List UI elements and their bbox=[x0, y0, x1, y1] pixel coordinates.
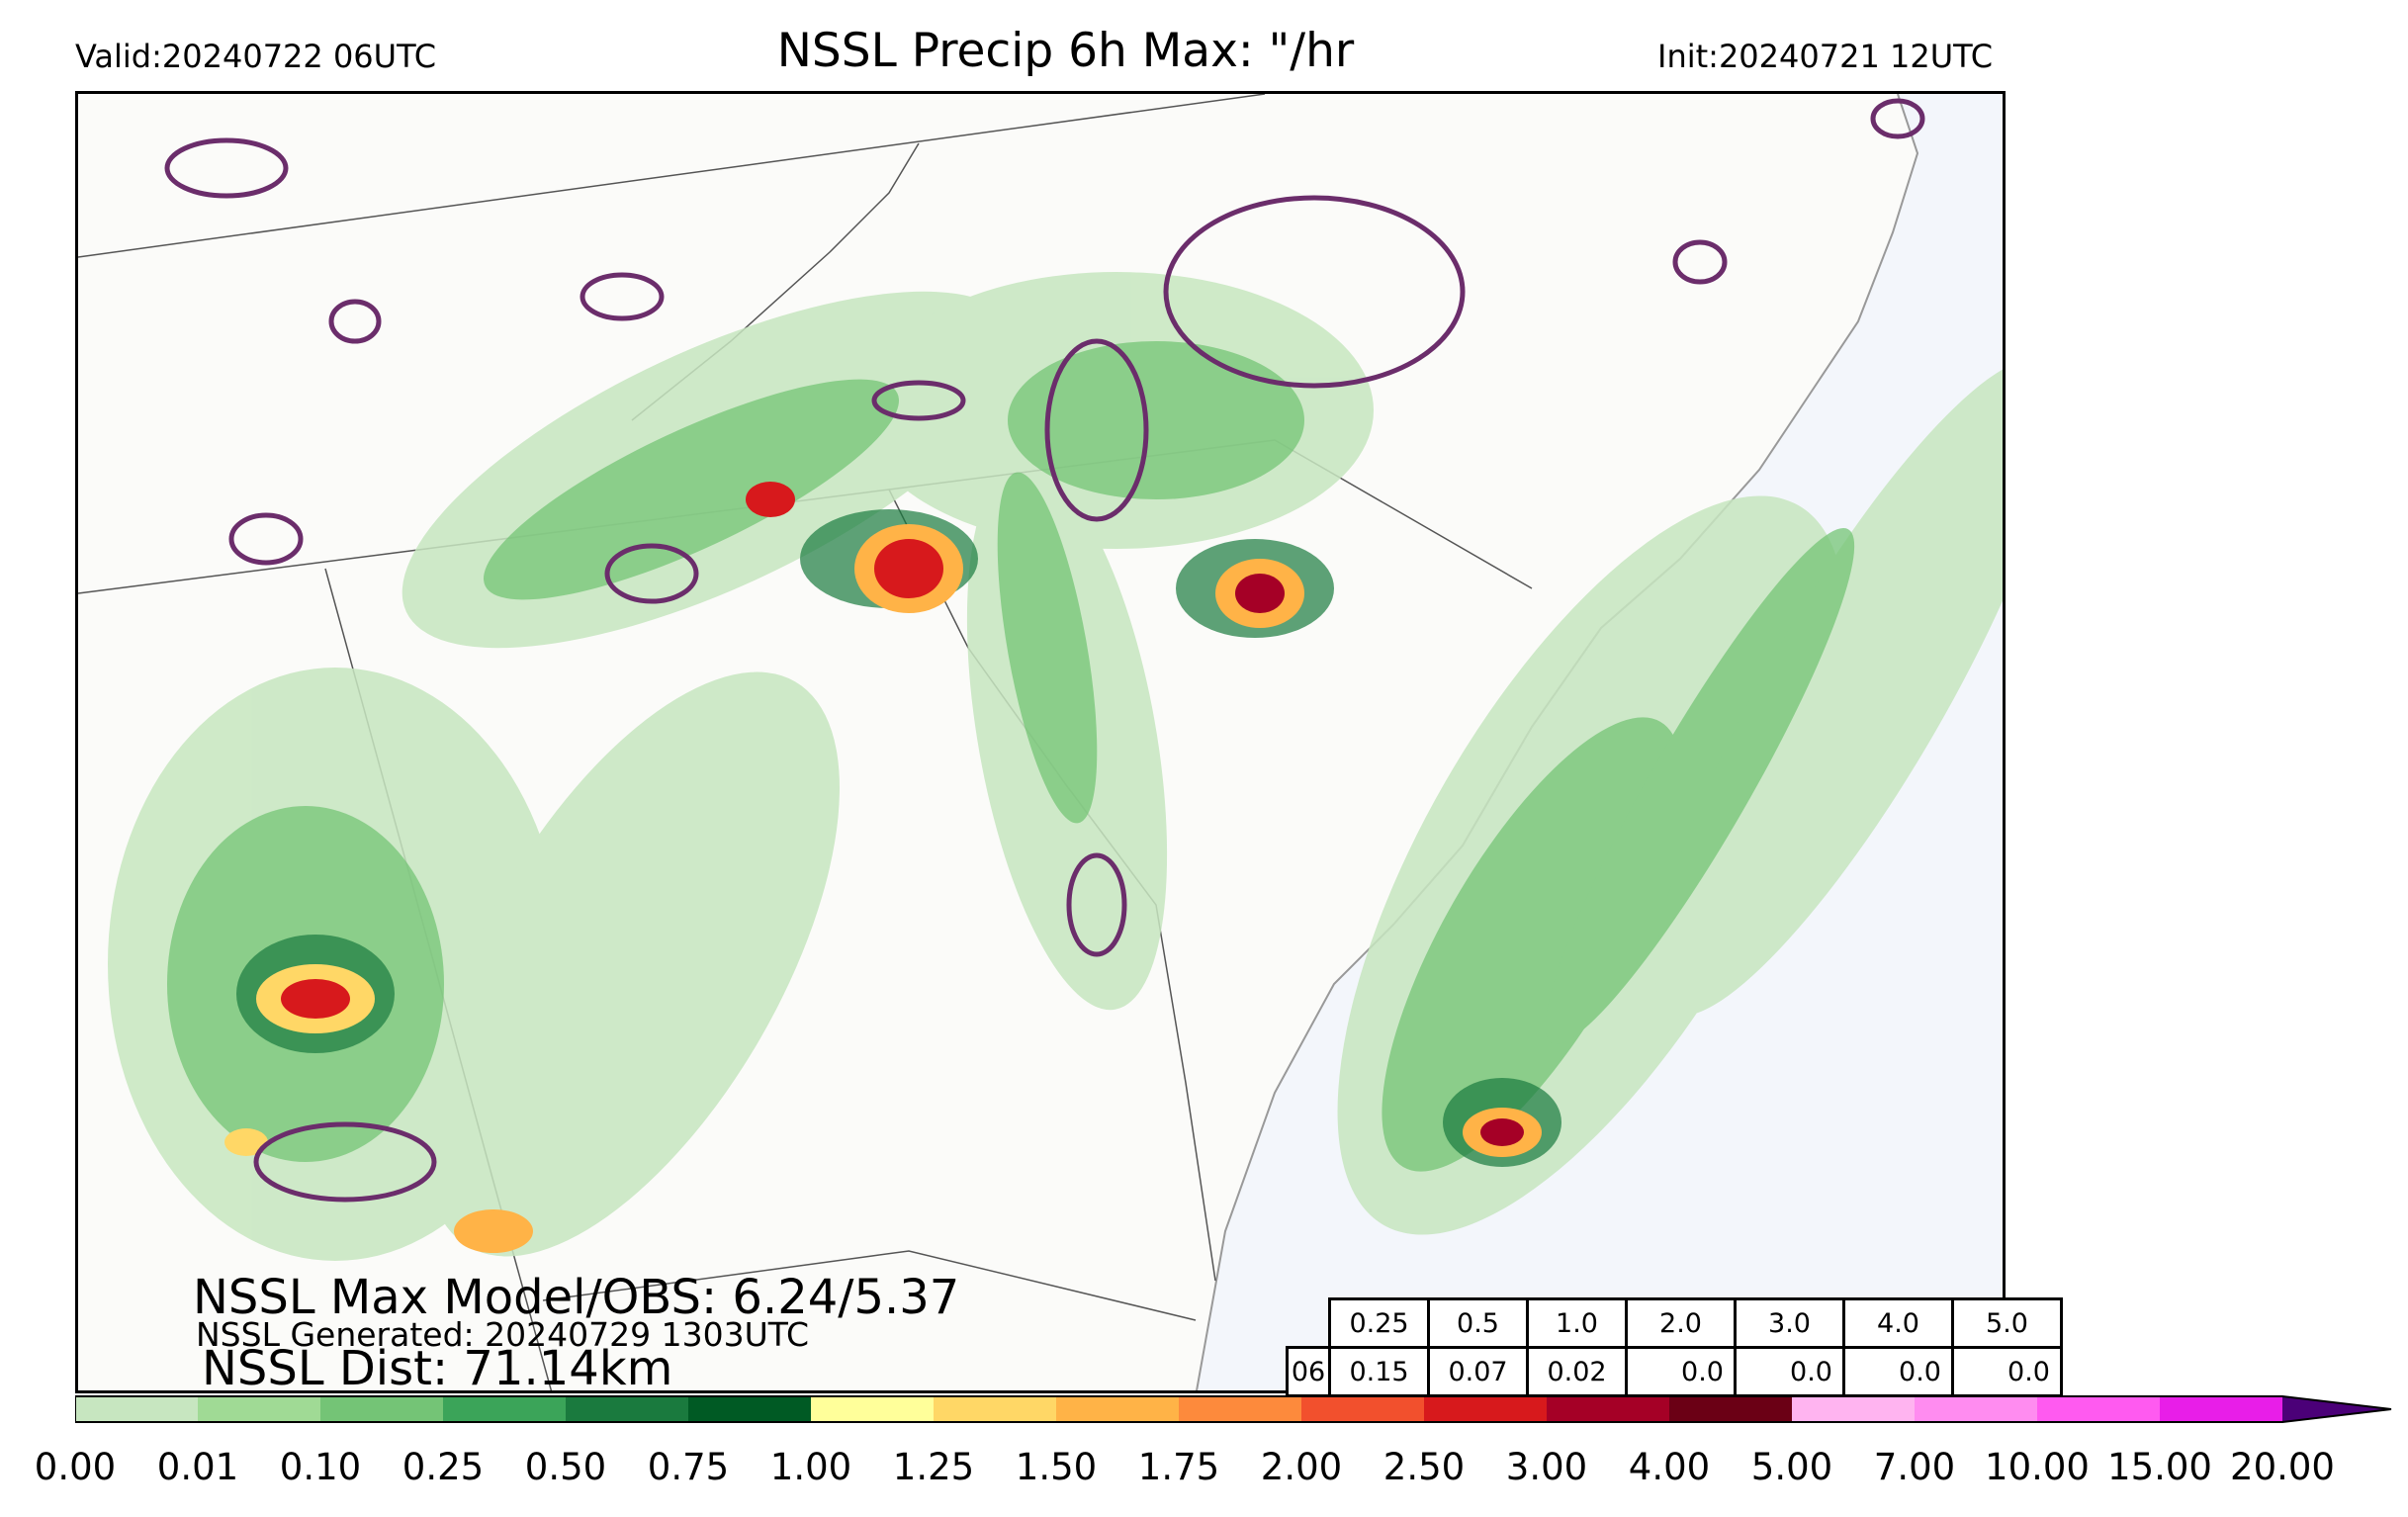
threshold-value-row: 06 0.15 0.07 0.02 0.0 0.0 0.0 0.0 bbox=[1286, 1346, 2063, 1397]
obs-contours bbox=[164, 98, 1925, 1203]
init-time-label: Init:20240721 12UTC bbox=[1657, 38, 1994, 75]
colorbar-tick-label: 7.00 bbox=[1873, 1446, 1956, 1488]
colorbar-segment bbox=[688, 1396, 811, 1422]
colorbar-segment bbox=[811, 1396, 934, 1422]
hour-cell: 06 bbox=[1286, 1346, 1331, 1397]
threshold-cell: 0.25 bbox=[1328, 1297, 1430, 1349]
value-cell: 0.0 bbox=[1734, 1346, 1845, 1397]
colorbar-tick-label: 2.50 bbox=[1382, 1446, 1466, 1488]
map-panel bbox=[75, 91, 2006, 1393]
colorbar-tick-label: 5.00 bbox=[1750, 1446, 1833, 1488]
colorbar-tick-label: 0.50 bbox=[524, 1446, 607, 1488]
colorbar-tick-label: 0.75 bbox=[647, 1446, 730, 1488]
colorbar-segment bbox=[320, 1396, 443, 1422]
colorbar-segment bbox=[1424, 1396, 1547, 1422]
threshold-cell: 5.0 bbox=[1951, 1297, 2063, 1349]
colorbar-segment bbox=[934, 1396, 1056, 1422]
colorbar-extend-arrow bbox=[2282, 1396, 2391, 1422]
precip-intense-cores bbox=[224, 482, 1542, 1253]
generated-time-label: NSSL Generated: 20240729 1303UTC bbox=[196, 1315, 809, 1354]
colorbar-segment bbox=[1301, 1396, 1424, 1422]
colorbar-tick-label: 20.00 bbox=[2230, 1446, 2335, 1488]
threshold-cell: 3.0 bbox=[1734, 1297, 1845, 1349]
colorbar-segment bbox=[443, 1396, 566, 1422]
colorbar-tick-label: 0.00 bbox=[34, 1446, 117, 1488]
colorbar-segment bbox=[2160, 1396, 2282, 1422]
colorbar-tick-label: 1.50 bbox=[1015, 1446, 1098, 1488]
colorbar-tick-label: 15.00 bbox=[2107, 1446, 2212, 1488]
colorbar bbox=[75, 1395, 2392, 1423]
colorbar-segment bbox=[1669, 1396, 1792, 1422]
colorbar-tick-label: 2.00 bbox=[1260, 1446, 1343, 1488]
colorbar-tick-label: 3.00 bbox=[1505, 1446, 1588, 1488]
table-corner bbox=[1288, 1299, 1330, 1348]
value-cell: 0.07 bbox=[1427, 1346, 1529, 1397]
colorbar-tick-label: 10.00 bbox=[1985, 1446, 2090, 1488]
colorbar-tick-label: 0.10 bbox=[279, 1446, 362, 1488]
map-title: NSSL Precip 6h Max: "/hr bbox=[0, 24, 2408, 78]
colorbar-tick-label: 1.75 bbox=[1137, 1446, 1220, 1488]
valid-time-label: Valid:20240722 06UTC bbox=[75, 38, 437, 75]
threshold-cell: 1.0 bbox=[1526, 1297, 1628, 1349]
threshold-cell: 2.0 bbox=[1625, 1297, 1737, 1349]
max-model-obs-label: NSSL Max Model/OBS: 6.24/5.37 bbox=[193, 1270, 960, 1325]
colorbar-segment bbox=[75, 1396, 198, 1422]
colorbar-segment bbox=[1179, 1396, 1301, 1422]
value-cell: 0.0 bbox=[1951, 1346, 2063, 1397]
colorbar-segment bbox=[198, 1396, 320, 1422]
threshold-cell: 4.0 bbox=[1842, 1297, 1954, 1349]
colorbar-tick-label: 1.25 bbox=[892, 1446, 975, 1488]
colorbar-segment bbox=[1915, 1396, 2037, 1422]
threshold-header-row: 0.25 0.5 1.0 2.0 3.0 4.0 5.0 bbox=[1288, 1297, 2063, 1349]
colorbar-segment bbox=[1056, 1396, 1179, 1422]
map-title-text: NSSL Precip 6h Max: "/hr bbox=[776, 24, 1355, 78]
colorbar-segment bbox=[2037, 1396, 2160, 1422]
colorbar-tick-label: 0.25 bbox=[401, 1446, 485, 1488]
value-cell: 0.0 bbox=[1842, 1346, 1954, 1397]
threshold-table: 0.25 0.5 1.0 2.0 3.0 4.0 5.0 06 0.15 0.0… bbox=[1286, 1297, 2063, 1397]
precip-map bbox=[78, 94, 2003, 1390]
colorbar-tick-label: 0.01 bbox=[156, 1446, 239, 1488]
value-cell: 0.15 bbox=[1328, 1346, 1430, 1397]
value-cell: 0.02 bbox=[1526, 1346, 1628, 1397]
distance-label: NSSL Dist: 71.14km bbox=[202, 1341, 673, 1396]
colorbar-segment bbox=[1792, 1396, 1915, 1422]
colorbar-segment bbox=[1547, 1396, 1669, 1422]
value-cell: 0.0 bbox=[1625, 1346, 1737, 1397]
colorbar-tick-label: 1.00 bbox=[769, 1446, 852, 1488]
colorbar-segment bbox=[566, 1396, 688, 1422]
threshold-cell: 0.5 bbox=[1427, 1297, 1529, 1349]
colorbar-tick-label: 4.00 bbox=[1628, 1446, 1711, 1488]
colorbar-outline bbox=[75, 1395, 2392, 1423]
